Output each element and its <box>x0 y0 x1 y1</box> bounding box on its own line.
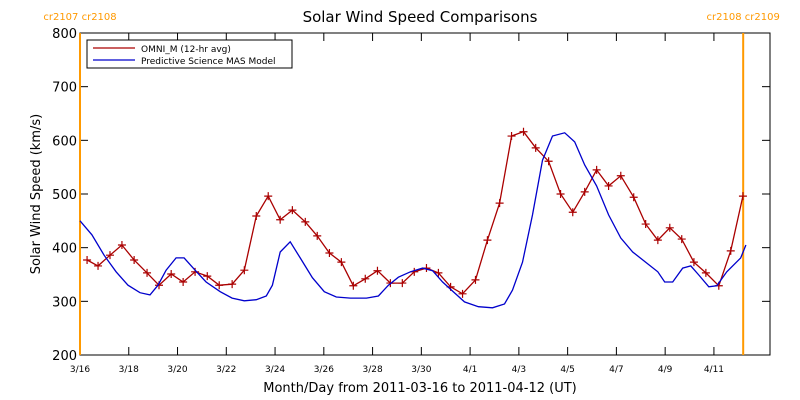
marker <box>665 223 674 232</box>
marker <box>349 281 358 290</box>
marker <box>495 199 504 208</box>
x-tick-label: 4/1 <box>463 365 477 375</box>
marker <box>689 258 698 267</box>
marker <box>507 132 516 141</box>
x-tick-label: 3/28 <box>362 365 382 375</box>
x-tick-label: 4/3 <box>512 365 526 375</box>
marker <box>167 269 176 278</box>
marker <box>556 190 565 198</box>
y-axis-label: Solar Wind Speed (km/s) <box>29 114 44 274</box>
marker <box>604 181 613 190</box>
marker <box>653 236 662 245</box>
marker <box>240 266 249 275</box>
marker <box>592 165 601 174</box>
marker <box>471 275 480 284</box>
marker <box>215 281 224 290</box>
marker <box>568 208 577 217</box>
marker <box>94 261 103 270</box>
marker <box>677 235 686 244</box>
marker <box>434 268 443 277</box>
marker <box>325 249 334 258</box>
y-tick-label: 800 <box>52 27 77 42</box>
marker <box>288 206 297 215</box>
marker <box>629 193 638 202</box>
annotation: cr2108 cr2109 <box>707 12 780 23</box>
series-line <box>79 132 747 309</box>
annotation: cr2107 cr2108 <box>43 12 116 23</box>
marker <box>228 280 237 289</box>
x-axis-label: Month/Day from 2011-03-16 to 2011-04-12 … <box>263 381 576 396</box>
x-tick-label: 3/16 <box>70 365 90 375</box>
marker <box>301 217 310 226</box>
y-tick-label: 300 <box>52 295 77 310</box>
x-tick-label: 3/26 <box>314 365 334 375</box>
y-tick-label: 700 <box>52 81 77 96</box>
marker <box>117 240 126 249</box>
marker <box>483 236 492 245</box>
marker <box>361 274 370 283</box>
x-tick-label: 4/5 <box>560 365 574 375</box>
marker <box>616 171 625 180</box>
marker <box>458 289 467 298</box>
marker <box>398 279 407 288</box>
marker <box>544 157 553 166</box>
y-tick-label: 500 <box>52 188 77 203</box>
marker <box>726 246 735 255</box>
marker <box>701 268 710 277</box>
marker <box>143 268 152 277</box>
y-tick-label: 600 <box>52 134 77 149</box>
marker <box>191 267 200 276</box>
y-tick-label: 400 <box>52 242 77 257</box>
marker <box>252 212 261 221</box>
x-tick-label: 3/18 <box>119 365 139 375</box>
x-tick-label: 3/30 <box>411 365 431 375</box>
marker <box>519 127 528 136</box>
marker <box>313 231 322 240</box>
x-tick-label: 3/24 <box>265 365 285 375</box>
marker <box>264 192 273 201</box>
marker <box>531 143 540 152</box>
marker <box>105 251 114 260</box>
y-tick-label: 200 <box>52 349 77 364</box>
x-tick-label: 4/7 <box>609 365 623 375</box>
chart-title: Solar Wind Speed Comparisons <box>303 8 538 26</box>
marker <box>738 192 747 201</box>
x-tick-label: 3/22 <box>216 365 236 375</box>
marker <box>203 272 212 281</box>
marker <box>276 215 285 224</box>
marker <box>580 187 589 196</box>
marker <box>83 256 92 265</box>
marker <box>641 220 650 229</box>
legend-box <box>86 39 293 69</box>
x-tick-label: 3/20 <box>167 365 187 375</box>
marker <box>373 266 382 275</box>
legend-label: OMNI_M (12-hr avg) <box>141 45 231 55</box>
marker <box>130 256 139 265</box>
marker <box>337 258 346 267</box>
marker <box>179 278 188 287</box>
x-tick-label: 4/9 <box>658 365 673 375</box>
x-tick-label: 4/11 <box>704 365 724 375</box>
legend-label: Predictive Science MAS Model <box>141 57 276 67</box>
